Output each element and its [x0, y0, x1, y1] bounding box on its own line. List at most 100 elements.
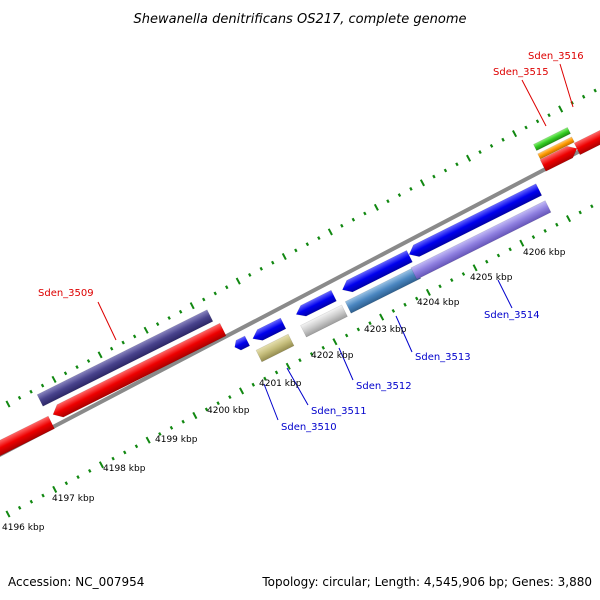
outer-tick-mark — [581, 94, 586, 99]
inner-tick-mark — [98, 461, 104, 469]
leader-sden-3511 — [286, 367, 309, 406]
inner-tick-mark — [425, 288, 431, 296]
inner-tick-mark — [531, 235, 536, 240]
genome-summary-text: Topology: circular; Length: 4,545,906 bp… — [261, 575, 592, 589]
outer-tick-mark — [29, 389, 33, 394]
gene-label-sden-3513[interactable]: Sden_3513 — [415, 352, 471, 363]
outer-tick-mark — [235, 277, 241, 285]
outer-tick-mark — [443, 168, 448, 173]
outer-tick-mark — [143, 326, 149, 334]
gene-red-left-lower[interactable] — [0, 415, 55, 460]
inner-tick-mark — [519, 239, 525, 247]
gene-sden-3515[interactable] — [537, 136, 575, 160]
outer-tick-mark — [259, 266, 263, 271]
accession-text: Accession: NC_007954 — [8, 575, 144, 589]
inner-tick-mark — [379, 313, 385, 321]
inner-tick-ring — [5, 204, 594, 518]
gene-sden-3510[interactable] — [255, 333, 295, 363]
inner-tick-mark — [158, 432, 162, 436]
tick-labels: 4196 kbp 4197 kbp 4198 kbp 4199 kbp 4200… — [2, 248, 566, 533]
inner-tick-mark — [263, 376, 267, 381]
outer-tick-mark — [17, 395, 22, 400]
outer-tick-mark — [75, 365, 79, 370]
outer-tick-mark — [455, 162, 459, 167]
gene-label-sden-3509[interactable]: Sden_3509 — [38, 288, 94, 299]
outer-tick-mark — [419, 179, 425, 187]
inner-tick-mark — [344, 333, 349, 338]
outer-tick-mark — [489, 143, 494, 148]
outer-tick-mark — [478, 150, 482, 155]
gene-sden-3516[interactable] — [533, 127, 571, 151]
outer-tick-mark — [40, 383, 45, 388]
gene-blue-3[interactable] — [294, 289, 337, 320]
inner-tick-mark — [17, 505, 22, 510]
leader-sden-3514 — [497, 279, 513, 309]
inner-tick-mark — [321, 345, 325, 350]
inner-tick-mark — [239, 387, 245, 395]
gene-sden-3513[interactable] — [344, 266, 422, 314]
inner-tick-mark — [403, 302, 407, 307]
tick-label-4198: 4198 kbp — [103, 464, 146, 474]
inner-tick-mark — [192, 411, 198, 420]
tick-label-4205: 4205 kbp — [470, 273, 513, 283]
gene-label-sden-3512[interactable]: Sden_3512 — [356, 381, 412, 392]
tick-label-4197: 4197 kbp — [52, 494, 95, 504]
outer-tick-mark — [409, 186, 413, 191]
inner-tick-mark — [216, 401, 220, 406]
inner-tick-mark — [5, 510, 11, 518]
outer-tick-mark — [281, 252, 287, 261]
gene-blue-5[interactable] — [406, 183, 543, 260]
gene-blue-4[interactable] — [340, 250, 413, 295]
inner-tick-mark — [566, 215, 572, 223]
outer-tick-mark — [121, 340, 125, 345]
gene-red-right-1[interactable] — [539, 143, 580, 172]
outer-tick-mark — [524, 125, 528, 130]
outer-tick-mark — [5, 400, 11, 408]
outer-tick-mark — [63, 371, 68, 376]
outer-tick-mark — [558, 105, 564, 113]
inner-tick-mark — [274, 370, 279, 375]
gene-label-sden-3516[interactable]: Sden_3516 — [528, 51, 584, 62]
outer-tick-mark — [86, 359, 91, 363]
outer-tick-mark — [340, 223, 344, 228]
inner-tick-mark — [485, 259, 489, 264]
gene-label-sden-3515[interactable]: Sden_3515 — [493, 67, 549, 78]
inner-tick-mark — [88, 468, 92, 473]
inner-tick-mark — [145, 436, 151, 444]
outer-tick-mark — [363, 211, 367, 216]
gene-sden-3511[interactable] — [300, 304, 348, 338]
gene-red-left-upper[interactable] — [50, 322, 227, 421]
inner-tick-mark — [368, 321, 372, 326]
tick-label-4204: 4204 kbp — [417, 298, 460, 308]
outer-tick-mark — [501, 137, 505, 142]
tick-label-4202: 4202 kbp — [311, 351, 354, 361]
gene-sden-3514[interactable] — [410, 200, 552, 280]
inner-tick-mark — [181, 419, 185, 424]
inner-tick-mark — [438, 284, 442, 289]
inner-tick-mark — [123, 450, 127, 455]
leader-sden-3509 — [97, 301, 117, 341]
inner-tick-mark — [496, 253, 501, 258]
gene-label-sden-3511[interactable]: Sden_3511 — [311, 406, 367, 417]
outer-tick-mark — [512, 130, 518, 138]
map-title: Shewanella denitrificans OS217, complete… — [134, 12, 467, 27]
gene-blue-2[interactable] — [250, 317, 287, 344]
tick-label-4196: 4196 kbp — [2, 523, 45, 533]
inner-tick-mark — [356, 327, 361, 332]
gene-blue-small[interactable] — [232, 335, 251, 352]
inner-tick-mark — [590, 204, 594, 209]
gene-red-right-2[interactable] — [573, 125, 600, 156]
inner-tick-mark — [391, 308, 396, 313]
outer-tick-mark — [547, 113, 551, 118]
leader-sden-3516 — [559, 63, 574, 108]
outer-tick-mark — [432, 174, 436, 179]
outer-tick-mark — [535, 119, 540, 124]
outer-tick-ring — [5, 88, 597, 408]
inner-tick-mark — [555, 222, 559, 227]
gene-sden-3509[interactable] — [36, 309, 214, 407]
gene-label-sden-3510[interactable]: Sden_3510 — [281, 422, 337, 433]
gene-label-sden-3514[interactable]: Sden_3514 — [484, 310, 540, 321]
label-leader-lines — [97, 63, 574, 421]
leader-sden-3510 — [263, 383, 279, 421]
outer-tick-mark — [178, 309, 183, 314]
